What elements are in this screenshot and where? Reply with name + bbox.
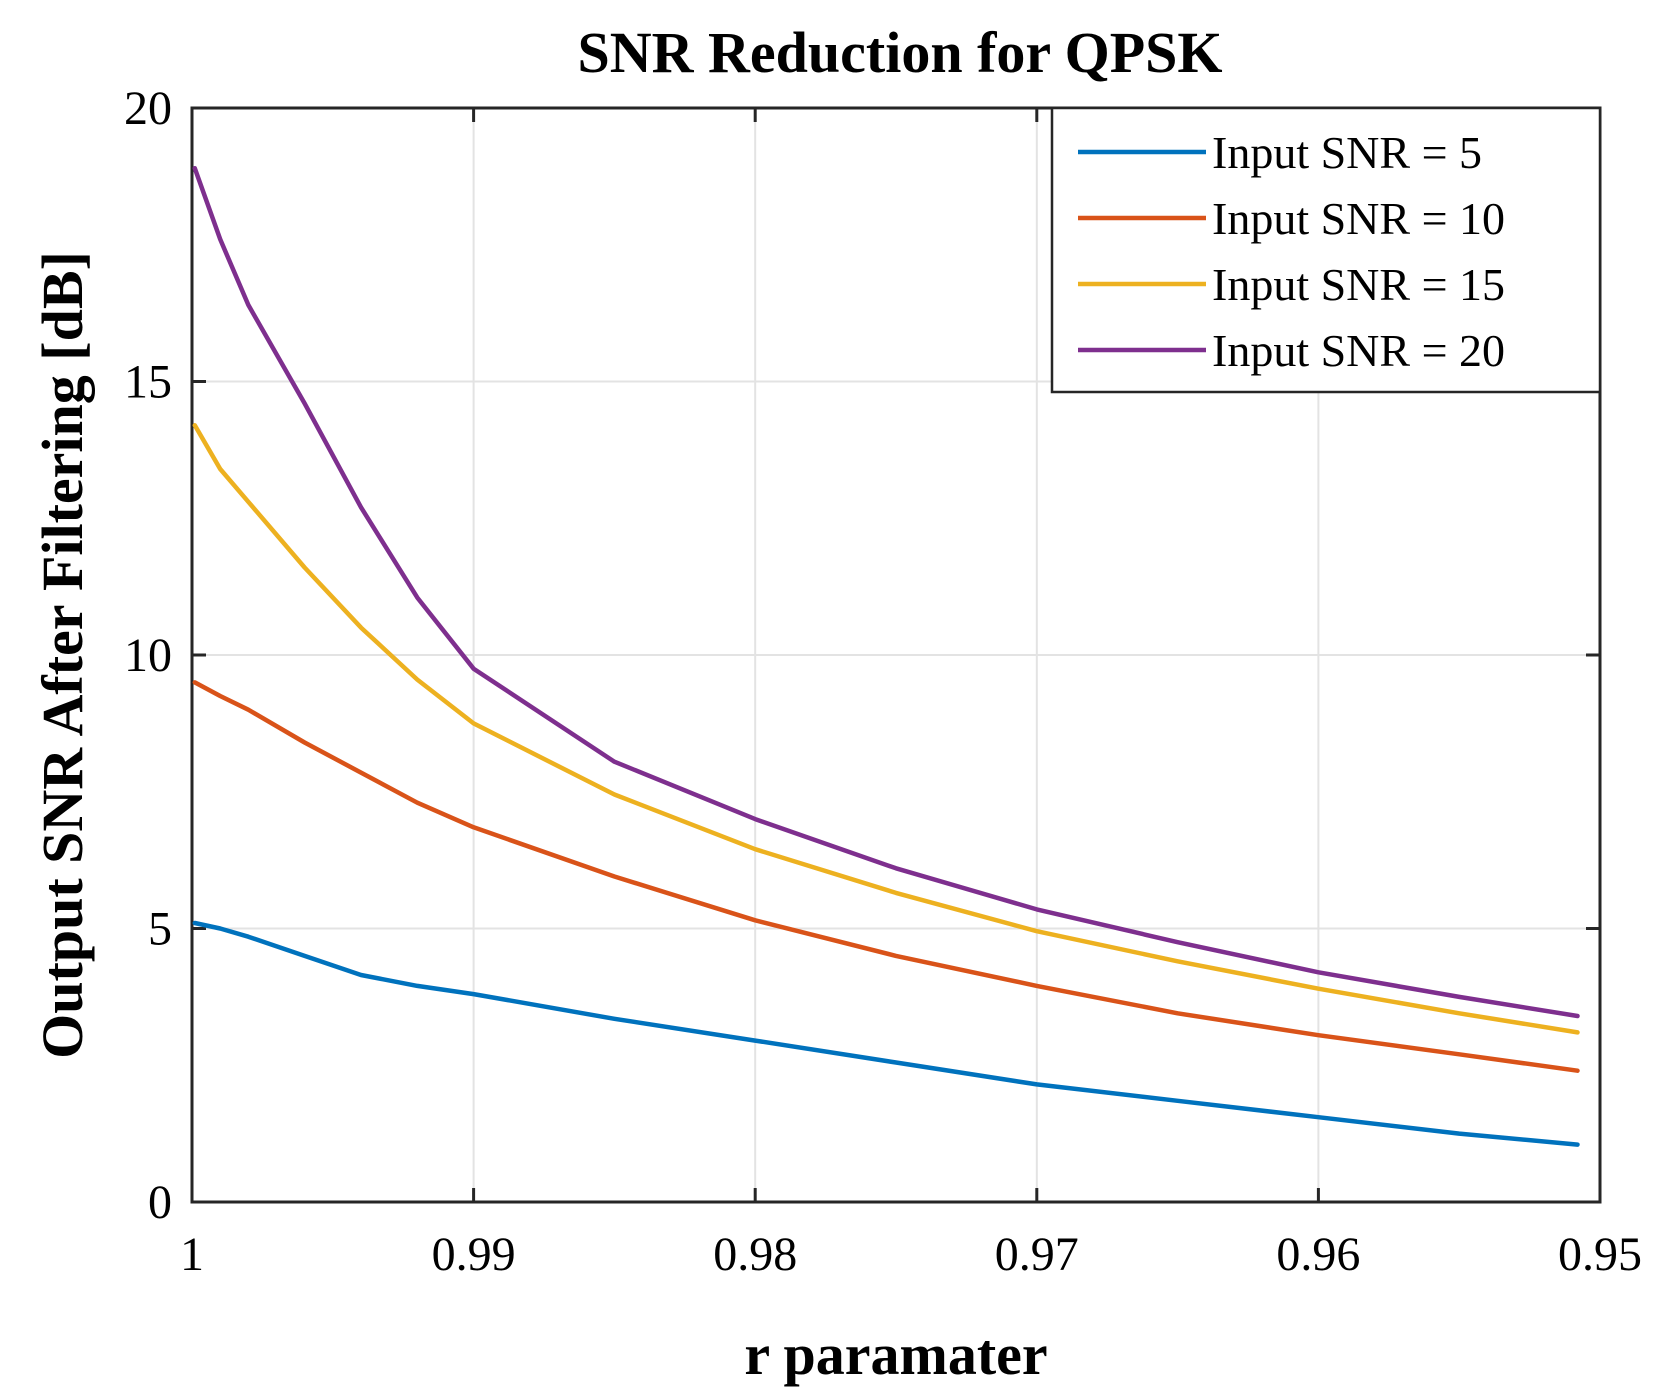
legend-label-4: Input SNR = 20 [1212, 325, 1505, 376]
y-tick-label: 5 [148, 903, 172, 956]
series-line-4 [192, 165, 1580, 1019]
y-axis-label: Output SNR After Filtering [dB] [30, 251, 95, 1059]
series-line-1 [192, 920, 1580, 1147]
legend-label-2: Input SNR = 10 [1212, 193, 1505, 244]
series-line-2 [192, 680, 1580, 1073]
x-tick-label: 1 [180, 1228, 204, 1281]
y-tick-label: 20 [124, 82, 172, 135]
legend-label-3: Input SNR = 15 [1212, 259, 1505, 310]
y-tick-label: 15 [124, 356, 172, 409]
legend: Input SNR = 5 Input SNR = 10 Input SNR = 1… [1050, 106, 1602, 394]
legend-label-1: Input SNR = 5 [1212, 127, 1482, 178]
x-axis-label: r paramater [744, 1322, 1047, 1387]
y-tick-label: 0 [148, 1176, 172, 1229]
tick-labels: 1 0.99 0.98 0.97 0.96 0.95 0 5 10 15 20 [124, 82, 1642, 1281]
x-tick-label: 0.99 [432, 1228, 516, 1281]
y-tick-label: 10 [124, 629, 172, 682]
chart-title: SNR Reduction for QPSK [577, 20, 1222, 85]
x-tick-label: 0.96 [1276, 1228, 1360, 1281]
x-tick-label: 0.97 [995, 1228, 1079, 1281]
series-line-3 [192, 423, 1580, 1035]
legend-box [1050, 106, 1602, 394]
x-tick-label: 0.95 [1558, 1228, 1642, 1281]
x-tick-label: 0.98 [713, 1228, 797, 1281]
data-series [192, 165, 1580, 1147]
